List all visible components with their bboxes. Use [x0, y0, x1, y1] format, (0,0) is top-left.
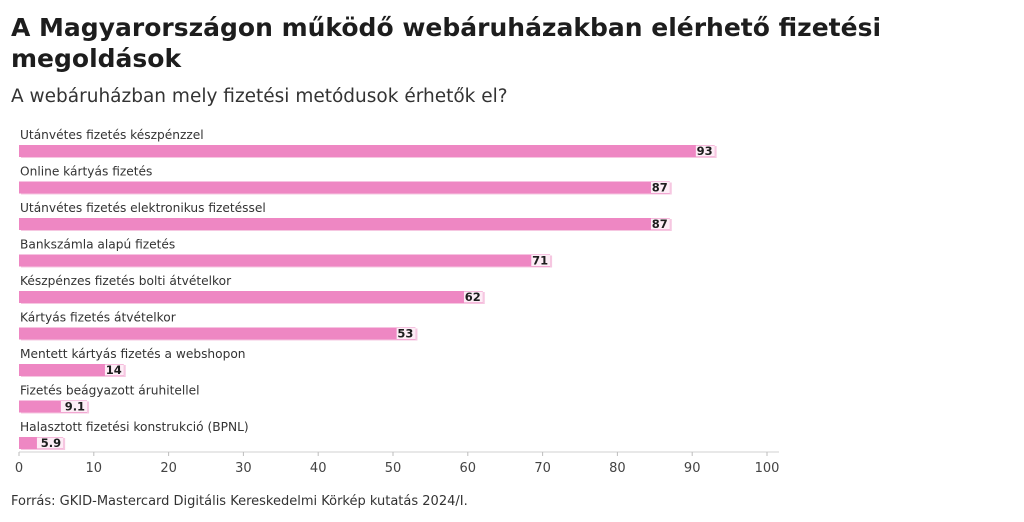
bar	[19, 218, 670, 230]
x-tick-label: 80	[609, 461, 626, 476]
value-label-bg	[650, 218, 670, 230]
category-label: Halasztott fizetési konstrukció (BPNL)	[20, 420, 249, 434]
category-label: Fizetés beágyazott áruhitellel	[20, 384, 200, 398]
bar	[19, 291, 483, 303]
value-label: 62	[465, 290, 481, 304]
value-label-bg	[36, 437, 64, 449]
category-label: Bankszámla alapú fizetés	[20, 238, 175, 252]
category-label: Utánvétes fizetés készpénzzel	[20, 128, 204, 142]
value-label: 87	[652, 217, 668, 231]
value-label: 71	[532, 254, 548, 268]
value-label: 14	[106, 363, 122, 377]
category-label: Mentett kártyás fizetés a webshopon	[20, 347, 246, 361]
value-label: 5.9	[41, 436, 61, 450]
bar	[19, 254, 551, 267]
value-label-bg	[650, 182, 670, 193]
x-tick-label: 50	[385, 461, 402, 476]
chart-title: A Magyarországon működő webáruházakban e…	[11, 13, 882, 73]
value-label-bg	[531, 255, 551, 266]
value-label-bg	[695, 145, 715, 157]
x-tick-label: 40	[310, 461, 327, 476]
bar	[19, 145, 715, 157]
x-tick-label: 70	[534, 461, 551, 476]
category-label: Online kártyás fizetés	[20, 165, 152, 179]
x-tick-label: 100	[755, 461, 780, 476]
value-label-bg	[60, 401, 88, 412]
x-tick-label: 10	[86, 461, 103, 476]
value-label: 9.1	[65, 400, 85, 414]
category-label: Utánvétes fizetés elektronikus fizetésse…	[20, 201, 266, 215]
value-label: 53	[397, 327, 413, 341]
category-label: Kártyás fizetés átvételkor	[20, 311, 177, 325]
source-note: Forrás: GKID-Mastercard Digitális Keresk…	[11, 494, 468, 509]
x-tick-label: 30	[235, 461, 252, 476]
value-label-bg	[396, 328, 416, 339]
x-tick-label: 20	[160, 461, 177, 476]
value-label-bg	[104, 364, 124, 376]
value-label: 93	[697, 144, 713, 158]
bar	[19, 327, 416, 340]
bar	[19, 364, 124, 376]
x-tick-label: 0	[15, 461, 23, 476]
chart-subtitle: A webáruházban mely fizetési metódusok é…	[11, 86, 508, 107]
x-tick-label: 60	[460, 461, 477, 476]
category-label: Készpénzes fizetés bolti átvételkor	[20, 274, 232, 288]
value-label-bg	[463, 291, 483, 303]
bar	[19, 181, 670, 194]
x-tick-label: 90	[684, 461, 701, 476]
value-label: 87	[652, 181, 668, 195]
